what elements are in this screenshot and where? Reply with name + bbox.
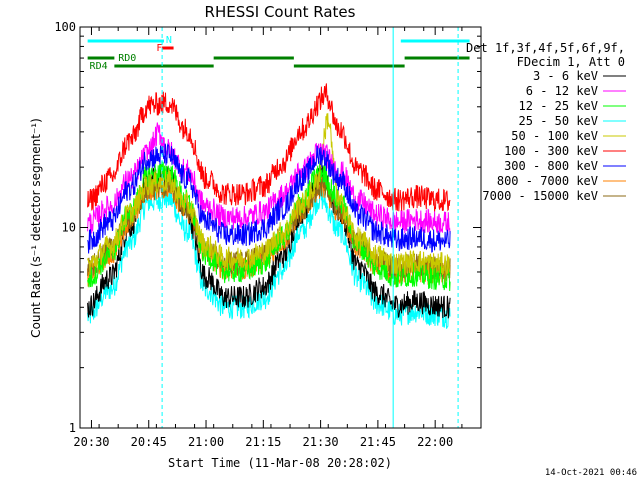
legend-entry-label: 12 - 25 keV bbox=[519, 99, 598, 113]
rd0-label: RD0 bbox=[118, 53, 136, 64]
legend-header-line: Det 1f,3f,4f,5f,6f,9f, bbox=[466, 41, 625, 55]
x-tick-label: 20:45 bbox=[131, 435, 167, 449]
x-tick-label: 21:00 bbox=[188, 435, 224, 449]
legend-entry-label: 6 - 12 keV bbox=[526, 84, 598, 98]
y-axis: 1 10 100 bbox=[54, 20, 481, 435]
footer-date: 14-Oct-2021 00:46 bbox=[545, 468, 637, 478]
saa-label: N bbox=[166, 35, 172, 46]
x-axis-label: Start Time (11-Mar-08 20:28:02) bbox=[168, 456, 392, 470]
legend-entry-label: 800 - 7000 keV bbox=[497, 174, 598, 188]
series-line bbox=[87, 143, 451, 254]
x-tick-label: 21:45 bbox=[360, 435, 396, 449]
x-tick-label: 21:30 bbox=[303, 435, 339, 449]
legend-entry-label: 300 - 800 keV bbox=[504, 159, 598, 173]
legend-entry-label: 3 - 6 keV bbox=[533, 69, 598, 83]
orbit-status-bars: NF RD4 RD0 bbox=[87, 35, 470, 72]
legend-entry-label: 50 - 100 keV bbox=[511, 129, 598, 143]
flare-label: F bbox=[156, 43, 162, 54]
series-layer bbox=[87, 83, 451, 329]
legend-entry-label: 7000 - 15000 keV bbox=[482, 189, 598, 203]
series-line bbox=[87, 122, 451, 235]
y-tick-label: 100 bbox=[54, 20, 76, 34]
legend-entry-label: 25 - 50 keV bbox=[519, 114, 598, 128]
x-tick-label: 22:00 bbox=[417, 435, 453, 449]
rd4-label: RD4 bbox=[90, 61, 108, 72]
x-tick-label: 20:30 bbox=[73, 435, 109, 449]
series-line bbox=[87, 113, 451, 277]
y-tick-label: 1 bbox=[69, 421, 76, 435]
x-axis: 20:30 20:45 21:00 21:15 21:30 21:45 22:00 bbox=[73, 27, 482, 449]
vertical-markers bbox=[161, 27, 459, 428]
legend-entry-label: 100 - 300 keV bbox=[504, 144, 598, 158]
legend: Det 1f,3f,4f,5f,6f,9f,FDecim 1, Att 03 -… bbox=[466, 41, 626, 203]
chart-title: RHESSI Count Rates bbox=[205, 3, 356, 21]
x-tick-label: 21:15 bbox=[245, 435, 281, 449]
legend-header-line: FDecim 1, Att 0 bbox=[517, 55, 625, 69]
y-axis-label: Count Rate (s⁻¹ detector segment⁻¹) bbox=[29, 118, 43, 338]
series-line bbox=[87, 83, 451, 212]
y-tick-label: 10 bbox=[62, 221, 76, 235]
